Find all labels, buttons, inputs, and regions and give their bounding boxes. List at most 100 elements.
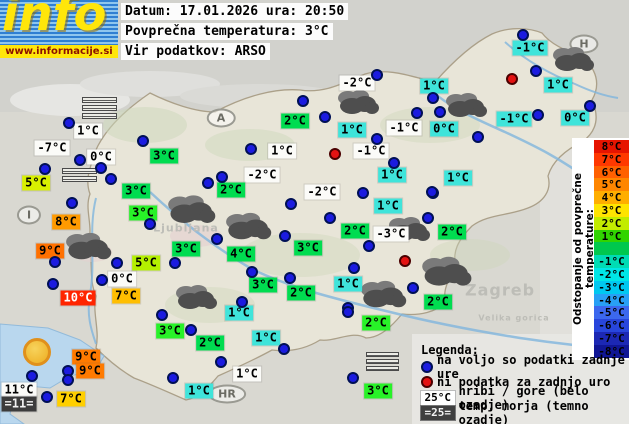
no-data-hatch-bar (366, 352, 399, 357)
temp-label: 3°C (122, 183, 150, 199)
scale-step: -1°C (594, 255, 629, 268)
station-dot-blue (347, 372, 359, 384)
station-dot-blue (517, 29, 529, 41)
station-dot-blue (427, 92, 439, 104)
station-dot-blue (324, 212, 336, 224)
temp-label: 7°C (57, 391, 85, 407)
scale-title: Odstopanje od povprečne temperature: (572, 173, 596, 325)
station-dot-blue (245, 143, 257, 155)
station-dot-blue (137, 135, 149, 147)
dark-box-icon: =25= (421, 406, 455, 421)
temp-label: 4°C (227, 246, 255, 262)
temp-label: 3°C (364, 383, 392, 399)
scale-step: 1°C (594, 229, 629, 243)
no-data-hatch-bar (366, 359, 399, 364)
legend-row: 25°C hribi / gore (belo ozadje) (421, 384, 629, 412)
legend-row-text: ni podatka za zadnjo uro (437, 375, 611, 390)
temp-label: 5°C (22, 175, 50, 191)
scale-step: 8°C (594, 140, 629, 153)
station-dot-blue (279, 230, 291, 242)
site-logo[interactable]: info www.informacije.si (0, 0, 118, 58)
station-dot-blue (371, 133, 383, 145)
temp-label: 1°C (334, 276, 362, 292)
scale-step (594, 242, 629, 256)
station-dot-blue (357, 187, 369, 199)
station-dot-blue (66, 197, 78, 209)
temp-label: 1°C (420, 78, 448, 94)
temp-label: -7°C (34, 140, 70, 156)
blue-dot-icon (421, 360, 433, 373)
station-dot-blue (278, 343, 290, 355)
legend-title: Legenda: (421, 343, 479, 357)
temp-label: 2°C (341, 223, 369, 239)
station-dot-blue (388, 157, 400, 169)
station-dot-blue (216, 171, 228, 183)
station-dot-blue (95, 162, 107, 174)
no-data-hatch-bar (62, 176, 97, 182)
scale-step: -3°C (594, 280, 629, 294)
logo-url[interactable]: www.informacije.si (0, 45, 118, 58)
temp-label: -1°C (353, 143, 389, 159)
station-dot-blue (407, 282, 419, 294)
scale-items: 8°C 7°C 6°C 5°C 4°C 3°C 2°C 1°C -1°C -2°C -3°C -4°C… (594, 140, 629, 358)
station-dot-blue (530, 65, 542, 77)
temp-label: 1°C (378, 167, 406, 183)
cloud-icon (172, 282, 218, 314)
station-dot-blue (74, 154, 86, 166)
cloud-icon (62, 230, 113, 265)
legend-rows: na voljo so podatki zadnje ure ni podatka… (421, 353, 629, 424)
scale-step: -5°C (594, 306, 629, 319)
country-marker: I (16, 205, 42, 225)
header-avg-temp-line: Povprečna temperatura: 3°C (121, 23, 333, 40)
temp-label: -3°C (373, 226, 409, 242)
temp-label: 1°C (268, 143, 296, 159)
temp-label: 3°C (156, 323, 184, 339)
temp-label: -1°C (386, 120, 422, 136)
logo-brand: info (2, 0, 107, 42)
station-dot-blue (215, 356, 227, 368)
scale-step: -6°C (594, 319, 629, 332)
station-dot-blue (49, 256, 61, 268)
legend: Legenda: na voljo so podatki zadnje ure n… (421, 343, 629, 424)
temp-label: 1°C (374, 198, 402, 214)
station-dot-blue (584, 100, 596, 112)
station-dot-blue (284, 272, 296, 284)
city-label: Zagreb (464, 280, 536, 300)
station-dot-blue (363, 240, 375, 252)
station-dot-blue (236, 296, 248, 308)
station-dot-blue (156, 309, 168, 321)
red-dot-icon (421, 376, 433, 389)
temp-label: 1°C (544, 77, 572, 93)
temp-label: 0°C (561, 110, 589, 126)
temp-label: 2°C (362, 315, 390, 331)
temp-label: 2°C (281, 113, 309, 129)
scale-step: 3°C (594, 203, 629, 217)
temp-label: 1°C (185, 383, 213, 399)
temp-label: 2°C (217, 182, 245, 198)
temp-label: -1°C (512, 40, 548, 56)
temp-label: 10°C (60, 290, 96, 306)
station-dot-blue (285, 198, 297, 210)
no-data-hatch-bar (82, 97, 117, 103)
temp-label: 2°C (196, 335, 224, 351)
station-dot-blue (211, 233, 223, 245)
scale-step: 2°C (594, 216, 629, 230)
header-date-line: Datum: 17.01.2026 ura: 20:50 (121, 3, 349, 20)
temp-label: 1°C (338, 122, 366, 138)
cloud-icon (357, 278, 408, 313)
temp-label: 1°C (252, 330, 280, 346)
temp-label: 1°C (74, 123, 102, 139)
country-marker: A (206, 108, 236, 128)
temp-label: 3°C (249, 277, 277, 293)
station-dot-blue (426, 186, 438, 198)
scale-step: 5°C (594, 178, 629, 191)
temp-label: 2°C (424, 294, 452, 310)
station-dot-blue (63, 117, 75, 129)
temp-label: 9°C (72, 349, 100, 365)
no-data-hatch-bar (366, 366, 399, 371)
station-dot-blue (434, 106, 446, 118)
sun-icon (23, 338, 51, 366)
legend-row: =25= temp. morja (temno ozadje) (421, 399, 629, 424)
station-dot-blue (41, 391, 53, 403)
temp-label: =11= (1, 396, 37, 412)
